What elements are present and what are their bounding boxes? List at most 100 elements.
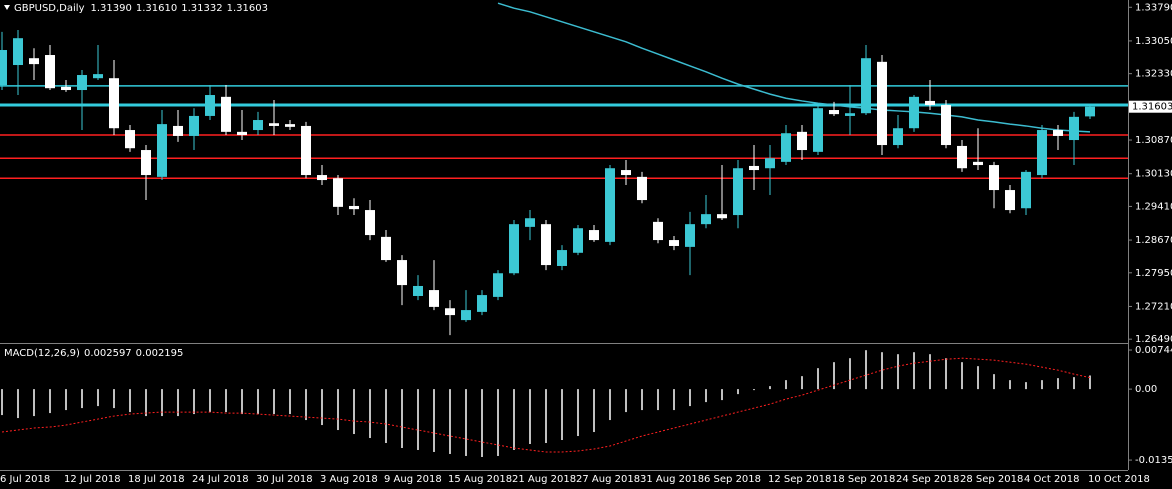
- candle-body: [893, 128, 903, 146]
- candle-body: [29, 58, 39, 65]
- candle-body: [45, 55, 55, 89]
- macd-value: 0.002597: [84, 348, 132, 359]
- macd-bar: [161, 389, 163, 417]
- macd-bar: [1025, 382, 1027, 390]
- candle-body: [1005, 190, 1015, 211]
- x-tick-label: 28 Sep 2018: [960, 474, 1023, 485]
- macd-bar: [257, 389, 259, 415]
- macd-bar: [881, 352, 883, 390]
- macd-bar: [785, 380, 787, 390]
- candle-body: [845, 113, 855, 116]
- x-tick-label: 4 Oct 2018: [1024, 474, 1079, 485]
- candle-body: [989, 165, 999, 191]
- x-tick-label: 18 Jul 2018: [128, 474, 185, 485]
- candle-body: [733, 168, 743, 216]
- macd-bar: [97, 389, 99, 407]
- candle-body: [349, 205, 359, 210]
- candle-body: [749, 165, 759, 171]
- candle-body: [125, 130, 135, 149]
- macd-bar: [353, 389, 355, 435]
- macd-bar: [673, 389, 675, 411]
- candle-body: [637, 176, 647, 201]
- candle-body: [669, 240, 679, 246]
- macd-bar: [241, 389, 243, 415]
- macd-bar: [609, 389, 611, 421]
- candle-body: [1053, 130, 1063, 136]
- macd-bar: [433, 389, 435, 452]
- macd-bar: [961, 362, 963, 390]
- moving-average: [497, 2, 1091, 133]
- macd-bar: [449, 389, 451, 454]
- candle-body: [861, 58, 871, 114]
- candle-body: [765, 158, 775, 169]
- candle-body: [509, 224, 519, 274]
- candle-body: [797, 131, 807, 151]
- candle-body: [653, 221, 663, 241]
- header-open: 1.31390: [91, 3, 132, 14]
- candle-body: [477, 295, 487, 312]
- macd-bar: [81, 389, 83, 409]
- candle-body: [381, 236, 391, 261]
- macd-bar: [401, 389, 403, 448]
- x-tick-label: 30 Jul 2018: [256, 474, 313, 485]
- y-tick-label: 1.32330: [1135, 69, 1172, 80]
- macd-bar: [337, 389, 339, 431]
- macd-bar: [689, 389, 691, 407]
- macd-bar: [305, 389, 307, 421]
- candle-body: [589, 230, 599, 241]
- candle-body: [13, 38, 23, 66]
- macd-bar: [801, 376, 803, 390]
- chart-header: GBPUSD,Daily 1.31390 1.31610 1.31332 1.31603: [14, 3, 268, 14]
- candle-body: [829, 110, 839, 115]
- symbol-title: GBPUSD,Daily: [14, 3, 85, 14]
- macd-bar: [977, 366, 979, 390]
- macd-bar: [737, 389, 739, 395]
- x-tick-label: 24 Jul 2018: [192, 474, 249, 485]
- macd-bar: [721, 389, 723, 401]
- macd-bar: [513, 389, 515, 450]
- macd-title: MACD(12,26,9): [4, 348, 80, 359]
- macd-bar: [833, 362, 835, 390]
- candle-body: [717, 214, 727, 219]
- macd-bar: [17, 389, 19, 419]
- macd-bar: [705, 389, 707, 403]
- macd-bar: [129, 389, 131, 413]
- candle-body: [253, 120, 263, 131]
- candle-body: [1085, 106, 1095, 117]
- current-price-box: [1129, 100, 1172, 113]
- x-tick-label: 18 Sep 2018: [832, 474, 895, 485]
- candle-body: [0, 50, 7, 86]
- macd-bar: [1073, 377, 1075, 390]
- candle-body: [781, 133, 791, 162]
- candle-body: [397, 260, 407, 286]
- candle-body: [525, 218, 535, 227]
- candle-body: [493, 273, 503, 297]
- macd-bar: [625, 389, 627, 413]
- candle-body: [93, 74, 103, 79]
- macd-bar: [145, 389, 147, 417]
- y-tick-label: 1.28670: [1135, 235, 1172, 246]
- candle-body: [573, 228, 583, 253]
- macd-bar: [289, 389, 291, 415]
- x-tick-label: 12 Sep 2018: [768, 474, 831, 485]
- macd-bar: [49, 389, 51, 414]
- candle-body: [1037, 130, 1047, 176]
- y-tick-label: 1.29410: [1135, 201, 1172, 212]
- y-tick-label: 1.27210: [1135, 301, 1172, 312]
- candle-body: [61, 86, 71, 91]
- macd-bar: [273, 389, 275, 415]
- macd-bar: [1041, 380, 1043, 390]
- candle-body: [77, 75, 87, 91]
- macd-bar: [209, 389, 211, 413]
- y-tick-label: 0.007443: [1135, 345, 1172, 356]
- menu-triangle[interactable]: [4, 5, 10, 10]
- candle-body: [285, 124, 295, 127]
- x-tick-label: 27 Aug 2018: [576, 474, 640, 485]
- macd-bar: [897, 354, 899, 390]
- candle-body: [621, 170, 631, 176]
- macd-bar: [193, 389, 195, 415]
- macd-bar: [577, 389, 579, 437]
